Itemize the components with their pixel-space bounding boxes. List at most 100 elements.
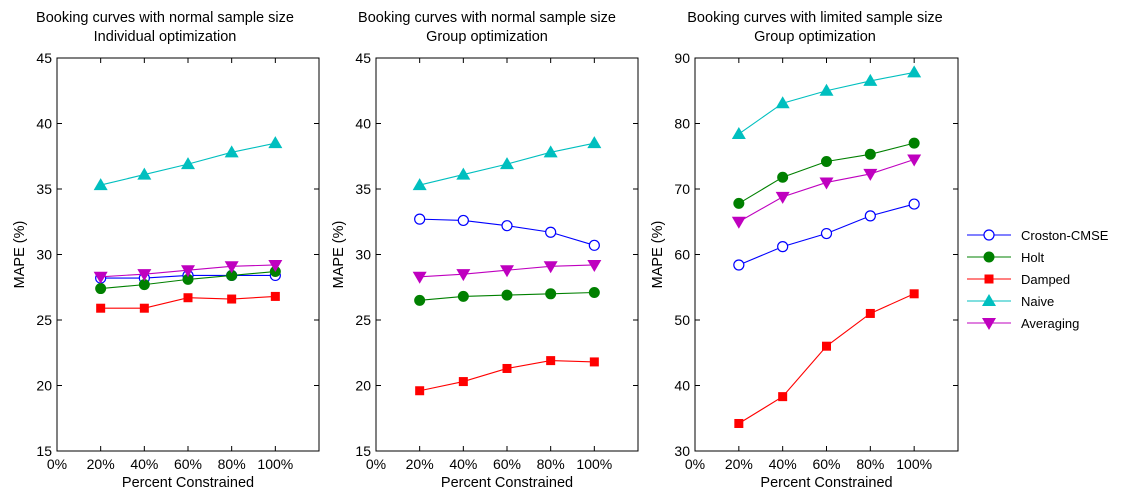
series-croston-cmse bbox=[414, 213, 600, 251]
y-tick-label: 20 bbox=[36, 378, 52, 394]
y-tick-label: 70 bbox=[674, 181, 690, 197]
data-point-holt bbox=[821, 155, 832, 167]
data-point-averaging bbox=[907, 154, 922, 167]
y-tick-label: 40 bbox=[36, 116, 52, 132]
series-naive bbox=[731, 65, 922, 139]
data-point-naive bbox=[268, 136, 283, 149]
x-tick-label: 100% bbox=[257, 456, 293, 472]
x-tick-label: 20% bbox=[406, 456, 434, 472]
data-point-averaging bbox=[543, 261, 558, 274]
legend-marker bbox=[982, 318, 996, 330]
x-tick-label: 40% bbox=[449, 456, 477, 472]
x-tick-label: 60% bbox=[812, 456, 840, 472]
data-point-damped bbox=[589, 357, 599, 367]
data-point-damped bbox=[183, 293, 193, 303]
series-holt bbox=[733, 137, 920, 209]
chart-title: Booking curves with limited sample size bbox=[687, 10, 942, 26]
data-point-naive bbox=[93, 178, 108, 191]
legend-item-damped: Damped bbox=[967, 272, 1070, 287]
legend-marker bbox=[982, 294, 996, 306]
x-tick-label: 60% bbox=[493, 456, 521, 472]
x-tick-label: 40% bbox=[769, 456, 797, 472]
series-holt bbox=[414, 286, 600, 306]
data-point-damped bbox=[778, 392, 788, 402]
series-damped bbox=[415, 356, 599, 396]
data-point-averaging bbox=[93, 271, 108, 284]
data-point-damped bbox=[458, 377, 468, 387]
legend-label: Naive bbox=[1021, 294, 1054, 309]
x-tick-label: 0% bbox=[685, 456, 705, 472]
data-point-naive bbox=[181, 157, 195, 170]
data-point-damped bbox=[96, 303, 106, 313]
y-tick-label: 20 bbox=[355, 378, 371, 394]
data-point-damped bbox=[909, 289, 919, 299]
data-point-averaging bbox=[819, 177, 834, 190]
data-point-holt bbox=[457, 290, 469, 302]
series-croston-cmse bbox=[733, 198, 920, 271]
x-tick-label: 100% bbox=[896, 456, 932, 472]
y-tick-label: 30 bbox=[36, 247, 52, 263]
data-point-damped bbox=[734, 418, 744, 428]
x-tick-label: 20% bbox=[725, 456, 753, 472]
data-point-holt bbox=[733, 197, 745, 209]
y-tick-label: 50 bbox=[674, 312, 690, 328]
data-point-holt bbox=[545, 288, 557, 300]
x-axis-label: Percent Constrained bbox=[122, 475, 254, 491]
data-point-croston-cmse bbox=[501, 220, 513, 232]
chart-panel-2: Booking curves with normal sample size Gr… bbox=[331, 10, 639, 491]
data-point-naive bbox=[500, 157, 514, 170]
legend-label: Croston-CMSE bbox=[1021, 228, 1109, 243]
series-line-holt bbox=[738, 142, 915, 204]
y-tick-label: 30 bbox=[355, 247, 371, 263]
series-naive bbox=[93, 136, 283, 191]
data-point-croston-cmse bbox=[864, 210, 876, 222]
data-point-damped bbox=[415, 386, 425, 396]
data-point-croston-cmse bbox=[777, 241, 789, 253]
data-point-averaging bbox=[731, 216, 746, 229]
data-point-holt bbox=[777, 171, 789, 183]
data-point-croston-cmse bbox=[545, 226, 557, 238]
x-tick-label: 80% bbox=[218, 456, 246, 472]
data-point-averaging bbox=[268, 259, 283, 272]
data-point-naive bbox=[775, 96, 790, 109]
x-tick-label: 0% bbox=[366, 456, 386, 472]
series-damped bbox=[96, 291, 280, 313]
data-point-damped bbox=[546, 356, 556, 366]
legend-label: Averaging bbox=[1021, 316, 1079, 331]
data-point-naive bbox=[137, 167, 152, 180]
chart-title: Booking curves with normal sample size bbox=[358, 10, 616, 26]
data-point-naive bbox=[543, 145, 558, 158]
data-point-averaging bbox=[456, 269, 471, 282]
data-point-naive bbox=[863, 73, 878, 86]
y-axis-label: MAPE (%) bbox=[12, 221, 28, 289]
legend-item-averaging: Averaging bbox=[967, 316, 1079, 331]
data-point-croston-cmse bbox=[588, 239, 600, 251]
data-point-holt bbox=[501, 289, 513, 301]
chart-title: Booking curves with normal sample size bbox=[36, 10, 294, 26]
legend-item-holt: Holt bbox=[967, 250, 1045, 265]
chart-subtitle: Group optimization bbox=[426, 29, 548, 45]
data-point-naive bbox=[224, 145, 239, 158]
data-point-croston-cmse bbox=[733, 259, 745, 271]
chart-subtitle: Individual optimization bbox=[94, 29, 237, 45]
data-point-averaging bbox=[181, 265, 195, 278]
x-tick-label: 0% bbox=[47, 456, 67, 472]
plot-area-frame bbox=[56, 57, 320, 452]
y-tick-label: 90 bbox=[674, 50, 690, 66]
series-averaging bbox=[731, 154, 922, 229]
data-point-damped bbox=[822, 341, 831, 351]
data-point-naive bbox=[412, 178, 427, 191]
series-holt bbox=[95, 266, 281, 295]
x-axis-label: Percent Constrained bbox=[760, 475, 892, 491]
data-point-averaging bbox=[224, 261, 239, 274]
x-tick-label: 60% bbox=[174, 456, 202, 472]
y-tick-label: 30 bbox=[674, 443, 690, 459]
data-point-damped bbox=[502, 363, 512, 373]
x-tick-label: 40% bbox=[130, 456, 158, 472]
data-point-holt bbox=[95, 283, 107, 295]
series-averaging bbox=[412, 259, 602, 284]
x-tick-label: 20% bbox=[87, 456, 115, 472]
series-line-damped bbox=[738, 293, 915, 424]
data-point-holt bbox=[414, 294, 426, 306]
y-tick-label: 35 bbox=[36, 181, 52, 197]
